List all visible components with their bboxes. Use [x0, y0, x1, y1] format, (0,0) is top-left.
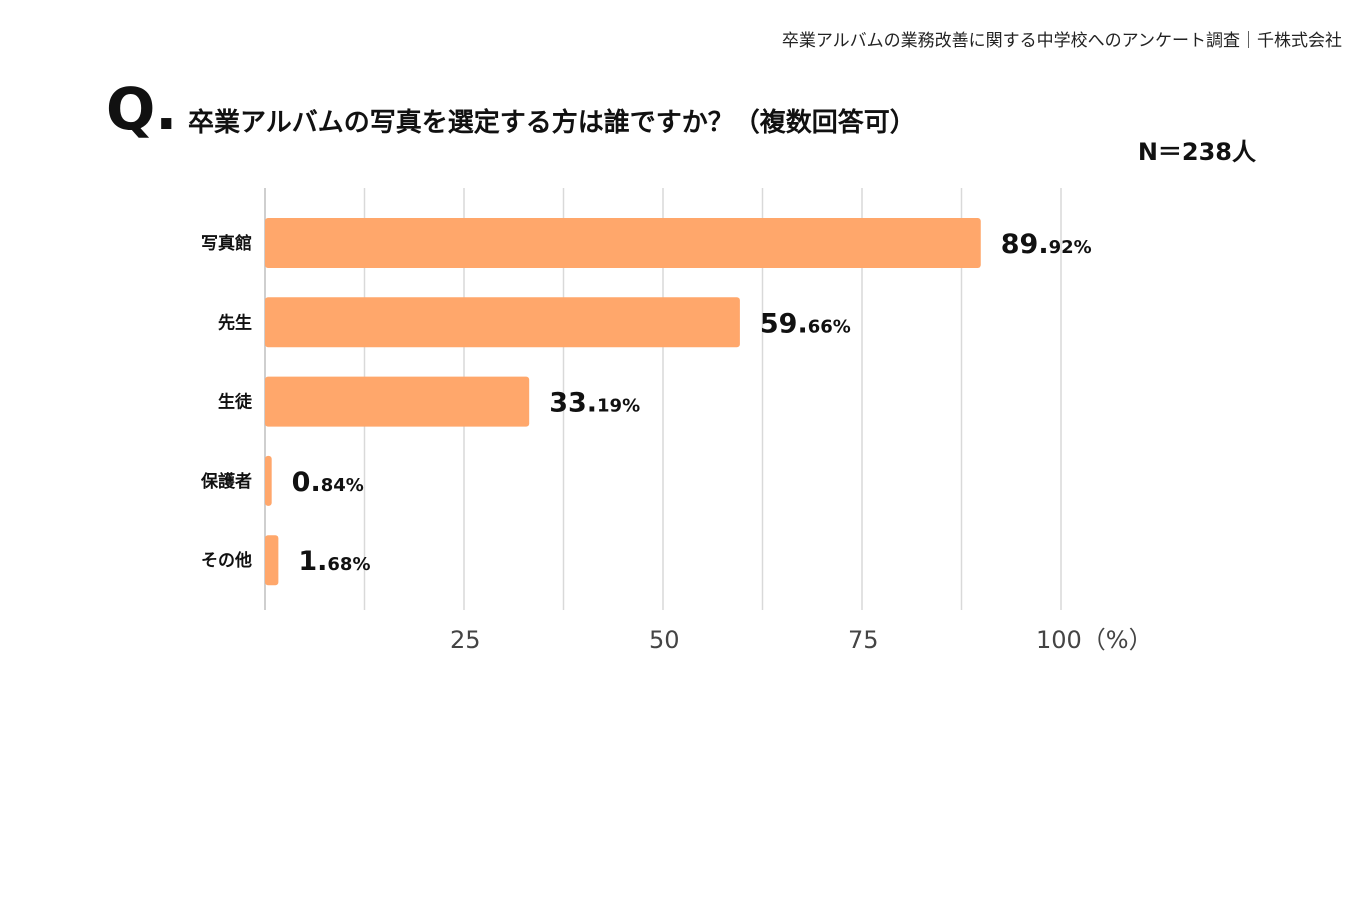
sample-size: N＝238人	[1137, 138, 1256, 166]
value-label: 1.68%	[298, 546, 370, 577]
x-tick-label: 50	[649, 626, 680, 654]
category-label: 生徒	[218, 392, 253, 413]
bar	[265, 218, 981, 268]
value-label: 59.66%	[760, 308, 851, 339]
bar	[265, 455, 272, 506]
bar	[265, 376, 530, 427]
x-tick-label: 100（%）	[1036, 626, 1153, 654]
bar	[265, 297, 740, 348]
x-tick-label: 75	[848, 626, 879, 654]
bar	[265, 535, 279, 586]
category-label: 写真館	[201, 233, 252, 254]
value-label: 33.19%	[549, 388, 640, 419]
value-label: 0.84%	[292, 467, 364, 498]
value-label: 89.92%	[1001, 229, 1092, 260]
category-label: 保護者	[200, 471, 252, 492]
question-mark: Q.	[106, 75, 178, 143]
x-tick-label: 25	[450, 626, 481, 654]
category-label: 先生	[218, 312, 252, 333]
question-title: 卒業アルバムの写真を選定する方は誰ですか？（複数回答可）	[188, 108, 916, 138]
category-label: その他	[201, 550, 252, 571]
survey-caption: 卒業アルバムの業務改善に関する中学校へのアンケート調査｜千株式会社	[781, 31, 1342, 51]
